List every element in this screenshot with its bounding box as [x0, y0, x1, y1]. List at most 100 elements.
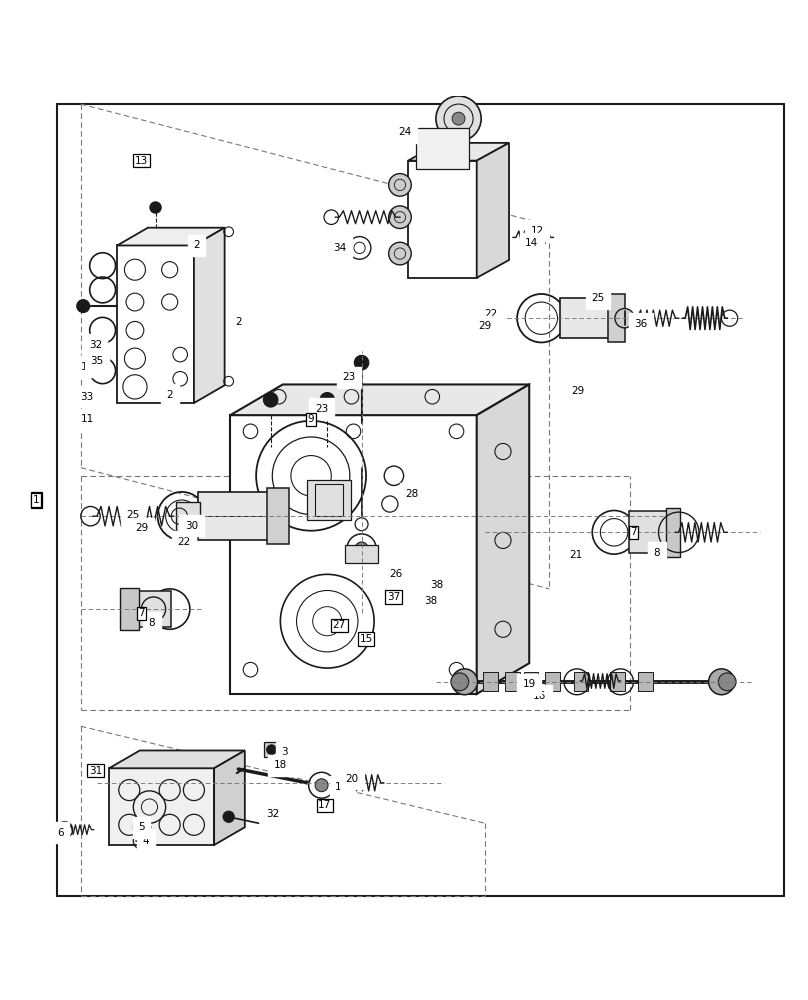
Text: 37: 37 [387, 592, 400, 602]
Text: 33: 33 [81, 392, 94, 402]
Text: 16: 16 [533, 691, 546, 701]
Text: 22: 22 [178, 537, 191, 547]
Text: 8: 8 [654, 548, 660, 558]
Text: 19: 19 [523, 679, 536, 689]
Bar [117, 245, 194, 403]
Text: 2: 2 [166, 390, 173, 400]
Text: 11: 11 [81, 414, 94, 424]
Circle shape [615, 309, 634, 328]
Text: 12: 12 [531, 226, 544, 236]
Text: 11: 11 [81, 362, 94, 372]
Circle shape [267, 745, 276, 755]
Text: 30: 30 [185, 521, 198, 531]
Text: 29: 29 [135, 523, 148, 533]
Text: 29: 29 [571, 386, 584, 396]
Bar [560, 298, 612, 338]
Circle shape [436, 96, 482, 141]
Text: 1: 1 [32, 493, 40, 506]
Polygon shape [109, 750, 245, 768]
Circle shape [77, 300, 90, 313]
Polygon shape [214, 750, 245, 845]
Circle shape [223, 811, 234, 822]
Circle shape [263, 393, 278, 407]
Bar [416, 128, 469, 169]
Text: 15: 15 [360, 634, 372, 644]
Text: 17: 17 [318, 800, 331, 810]
Circle shape [451, 673, 469, 691]
Text: 13: 13 [135, 156, 148, 166]
Text: 35: 35 [90, 356, 103, 366]
Bar [137, 591, 171, 627]
Text: 32: 32 [267, 809, 280, 819]
Text: 27: 27 [333, 620, 346, 630]
Text: 31: 31 [89, 766, 102, 776]
Bar [545, 672, 560, 691]
Bar [267, 488, 289, 544]
Polygon shape [230, 384, 529, 415]
Bar [307, 480, 351, 520]
Text: 6: 6 [57, 828, 64, 838]
Text: 5: 5 [138, 822, 145, 832]
Text: 28: 28 [406, 489, 419, 499]
Text: 19: 19 [335, 782, 348, 792]
Text: 38: 38 [430, 580, 443, 590]
Text: 34: 34 [333, 243, 346, 253]
Text: 22: 22 [485, 309, 498, 319]
Text: 25: 25 [591, 293, 604, 303]
Circle shape [354, 355, 368, 370]
Text: 2: 2 [235, 317, 242, 327]
Text: 32: 32 [89, 340, 102, 350]
Text: 1: 1 [33, 495, 40, 505]
Text: 4: 4 [143, 836, 149, 846]
Bar [408, 161, 477, 278]
Text: 7: 7 [630, 527, 637, 537]
Bar [638, 672, 653, 691]
Polygon shape [194, 228, 225, 403]
Polygon shape [477, 384, 529, 694]
Bar [230, 415, 477, 694]
Text: 14: 14 [525, 238, 538, 248]
Text: 20: 20 [346, 774, 359, 784]
Bar [524, 672, 538, 691]
Bar [198, 492, 271, 540]
Circle shape [315, 779, 328, 792]
Circle shape [389, 206, 411, 229]
Polygon shape [117, 228, 225, 245]
Text: 29: 29 [478, 321, 491, 331]
Text: 24: 24 [398, 127, 411, 137]
Circle shape [150, 202, 162, 213]
Bar [315, 484, 343, 516]
Bar [176, 502, 200, 531]
Bar [505, 672, 520, 691]
Bar [120, 588, 139, 630]
Circle shape [452, 669, 478, 695]
Text: 8: 8 [149, 618, 155, 628]
Polygon shape [477, 143, 509, 278]
Circle shape [389, 174, 411, 196]
Bar [264, 742, 279, 757]
Bar [608, 294, 625, 342]
Text: 9: 9 [308, 414, 314, 424]
Text: 21: 21 [570, 550, 583, 560]
Text: 23: 23 [315, 404, 328, 414]
Polygon shape [408, 143, 509, 161]
Bar [574, 672, 588, 691]
Circle shape [356, 542, 368, 555]
Bar [610, 672, 625, 691]
Text: 7: 7 [138, 608, 145, 618]
Circle shape [320, 393, 335, 407]
Text: 25: 25 [127, 510, 140, 520]
Bar [109, 768, 214, 845]
Text: 26: 26 [389, 569, 402, 579]
Bar [666, 508, 680, 557]
Text: 36: 36 [634, 319, 647, 329]
Circle shape [709, 669, 734, 695]
Bar [346, 545, 378, 563]
Text: 23: 23 [343, 372, 356, 382]
Text: 38: 38 [424, 596, 437, 606]
Circle shape [452, 112, 465, 125]
Text: 10: 10 [88, 347, 101, 357]
Bar [483, 672, 498, 691]
Text: 2: 2 [193, 240, 200, 250]
Circle shape [389, 242, 411, 265]
